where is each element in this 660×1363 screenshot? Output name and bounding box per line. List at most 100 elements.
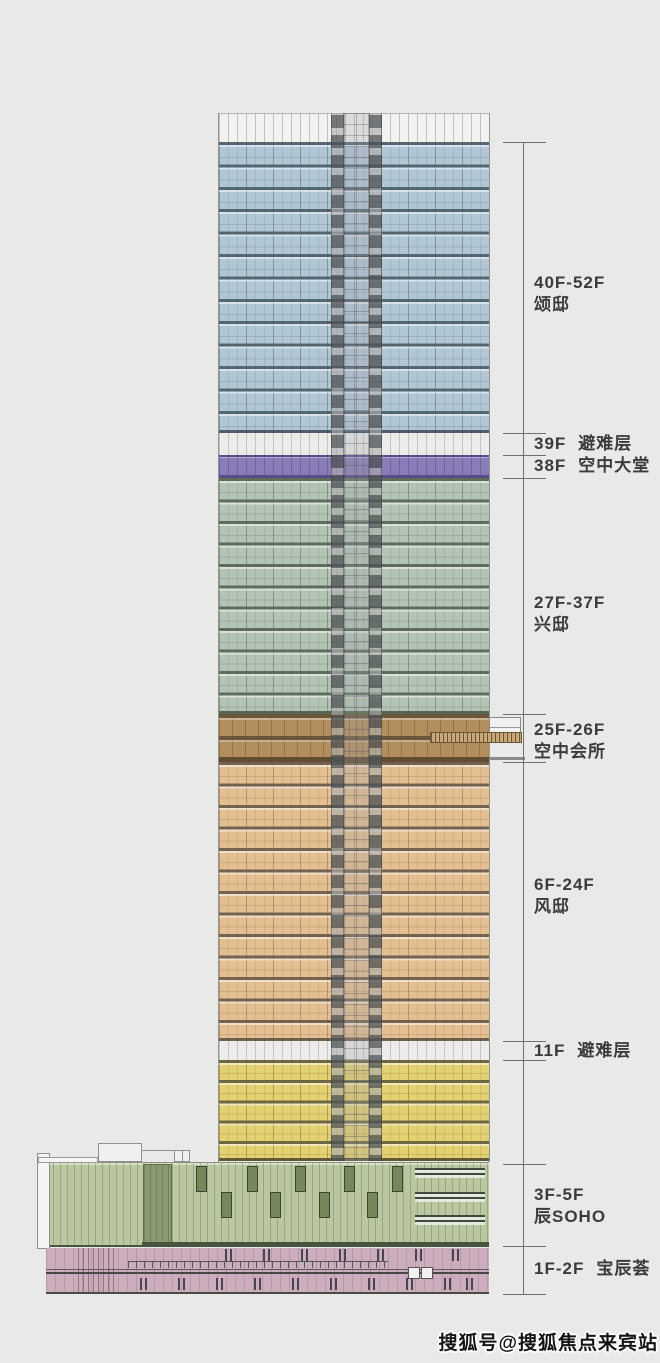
zone-name: 辰SOHO <box>534 1207 607 1226</box>
base-column <box>292 1278 299 1290</box>
section-tick <box>503 714 546 715</box>
podium-louver-band <box>415 1215 485 1225</box>
podium-door <box>319 1192 330 1218</box>
floor-label-39f: 39F 避难层 <box>534 433 632 455</box>
section-tick <box>503 1164 546 1165</box>
podium-door <box>270 1192 281 1218</box>
podium-door <box>392 1166 403 1192</box>
zone-39f-refuge-band <box>219 433 489 456</box>
floor-range: 38F <box>534 456 567 475</box>
zone-name: 风邸 <box>534 897 570 916</box>
base-column <box>466 1278 473 1290</box>
floor-label-38f: 38F 空中大堂 <box>534 455 650 477</box>
base-column <box>377 1249 384 1261</box>
slab-divider <box>219 1158 489 1161</box>
base-column <box>368 1278 375 1290</box>
slab-divider <box>219 430 489 433</box>
zone-name: 颂邸 <box>534 295 570 314</box>
core-center <box>344 113 369 1161</box>
base-column <box>254 1278 261 1290</box>
section-tick <box>503 433 546 434</box>
podium-stair-block <box>143 1164 172 1243</box>
zone-38f-sky-lobby-band <box>219 455 489 478</box>
roof-structure <box>98 1143 142 1162</box>
floor-range: 40F-52F <box>534 273 606 292</box>
base-column <box>452 1249 459 1261</box>
base-column <box>225 1249 232 1261</box>
section-tick <box>503 1060 546 1061</box>
base-column <box>406 1278 413 1290</box>
floor-range: 1F-2F <box>534 1259 585 1278</box>
left-lintel <box>38 1157 98 1163</box>
base-detail-box <box>421 1267 433 1279</box>
podium-door <box>295 1166 306 1192</box>
podium-base-band <box>46 1245 142 1247</box>
podium-door <box>344 1166 355 1192</box>
core-strip-right <box>369 113 382 1161</box>
floor-label-27f-37f: 27F-37F 兴邸 <box>534 592 605 636</box>
floor-range: 11F <box>534 1041 566 1060</box>
base-canopy-beam <box>46 1269 489 1274</box>
podium-door <box>221 1192 232 1218</box>
sky-club-louver <box>430 732 522 743</box>
floor-label-40f-52f: 40F-52F 颂邸 <box>534 272 605 316</box>
base-column <box>330 1278 337 1290</box>
podium-door <box>247 1166 258 1192</box>
zone-name: 宝辰荟 <box>596 1259 651 1278</box>
annotation-vertical-line <box>523 142 524 1294</box>
base-column <box>178 1278 185 1290</box>
base-column <box>263 1249 270 1261</box>
section-tick <box>503 1246 546 1247</box>
core-strip-left <box>331 113 344 1161</box>
floor-range: 39F <box>534 434 567 453</box>
base-column <box>140 1278 147 1290</box>
slab-divider <box>219 1038 489 1041</box>
left-wall-panel <box>37 1153 50 1249</box>
zone-6f-24f-facade <box>219 762 489 1041</box>
base-canopy-rail <box>128 1261 388 1268</box>
zone-name: 兴邸 <box>534 615 570 634</box>
podium-louver-band <box>415 1192 485 1202</box>
podium-3f-5f <box>46 1162 489 1247</box>
base-column <box>339 1249 346 1261</box>
floor-label-3f-5f: 3F-5F 辰SOHO <box>534 1184 606 1228</box>
zone-40f-52f-facade <box>219 142 489 433</box>
sky-club-ledge <box>489 757 525 760</box>
floor-label-6f-24f: 6F-24F 风邸 <box>534 874 595 918</box>
podium-door <box>196 1166 207 1192</box>
base-ground-line <box>46 1292 489 1294</box>
tower-outline <box>218 113 490 1162</box>
zone-6f-10f-facade <box>219 1060 489 1161</box>
section-tick <box>503 1294 546 1295</box>
slab-divider <box>219 711 489 714</box>
zone-27f-37f-facade <box>219 478 489 714</box>
zone-25f-26f-sky-club-band <box>219 714 489 762</box>
podium-louver-band <box>415 1168 485 1178</box>
base-column <box>216 1278 223 1290</box>
podium-base-band <box>142 1242 489 1247</box>
floor-range: 27F-37F <box>534 593 606 612</box>
roof-line <box>142 1150 174 1151</box>
section-tick <box>503 142 546 143</box>
watermark-text: 搜狐号@搜狐焦点来宾站 <box>438 1333 658 1354</box>
floor-label-25f-26f: 25F-26F 空中会所 <box>534 719 606 763</box>
base-column <box>444 1278 451 1290</box>
tower-crown <box>219 113 489 143</box>
base-column <box>301 1249 308 1261</box>
zone-name: 避难层 <box>577 1041 632 1060</box>
section-tick <box>503 455 546 456</box>
section-tick <box>503 1041 546 1042</box>
section-tick <box>503 478 546 479</box>
floor-range: 3F-5F <box>534 1185 585 1204</box>
zone-name: 空中会所 <box>534 742 606 761</box>
base-detail-box <box>408 1267 420 1279</box>
floor-label-1f-2f: 1F-2F 宝辰荟 <box>534 1258 650 1280</box>
floor-range: 25F-26F <box>534 720 606 739</box>
floor-range: 6F-24F <box>534 875 595 894</box>
zone-name: 空中大堂 <box>578 456 651 475</box>
zone-name: 避难层 <box>578 434 633 453</box>
floor-label-11f: 11F 避难层 <box>534 1040 631 1062</box>
base-column <box>415 1249 422 1261</box>
roof-structure <box>174 1150 190 1162</box>
